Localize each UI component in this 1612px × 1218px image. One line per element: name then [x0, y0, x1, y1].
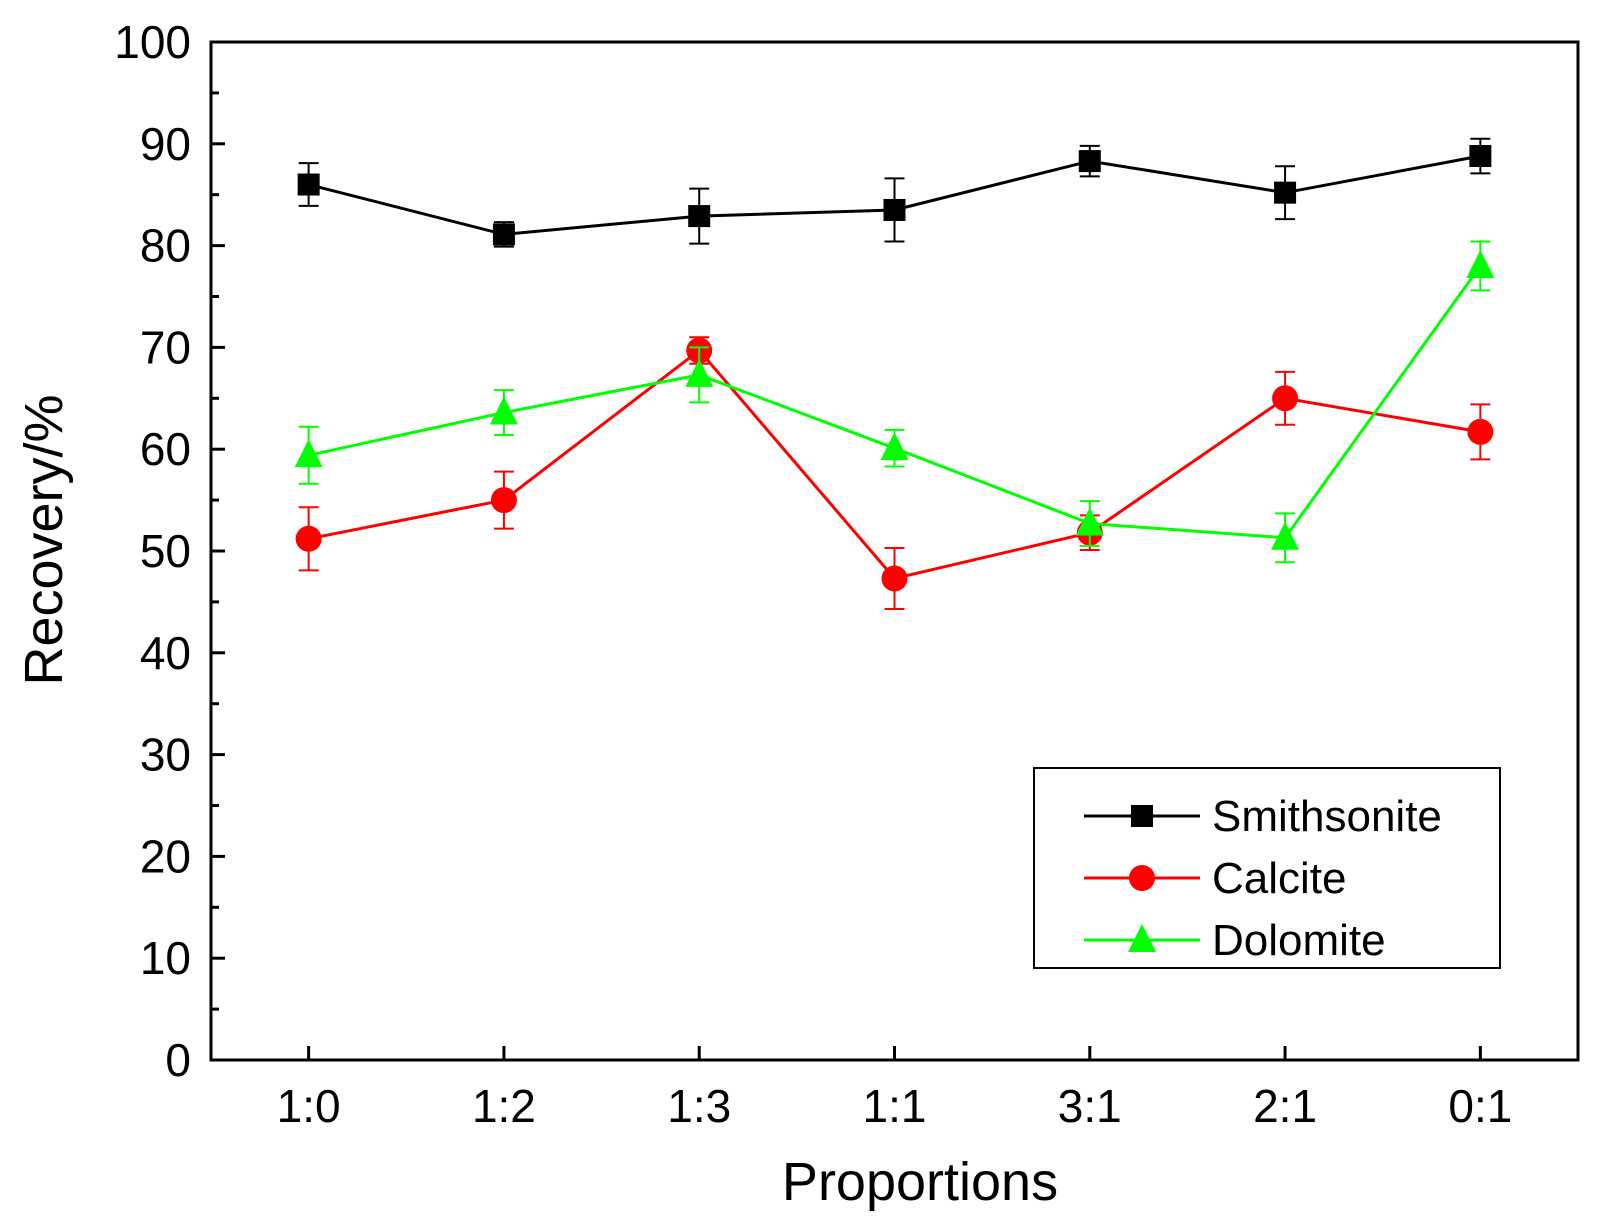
legend-item-dolomite: Dolomite — [1084, 916, 1386, 965]
point-calcite — [295, 525, 322, 552]
series-calcite — [295, 336, 1494, 611]
point-smithsonite — [883, 198, 906, 221]
x-tick-label: 1:0 — [277, 1080, 341, 1132]
point-dolomite — [294, 439, 323, 468]
legend-box — [1033, 767, 1501, 969]
point-dolomite — [1075, 507, 1104, 536]
x-tick-label: 0:1 — [1448, 1080, 1512, 1132]
x-tick-label: 1:3 — [667, 1080, 731, 1132]
point-dolomite — [1466, 249, 1495, 278]
y-tick-label: 100 — [114, 16, 191, 68]
legend-marker-calcite — [1129, 865, 1155, 891]
legend: Smithsonite Calcite Dolomite — [1033, 767, 1501, 969]
y-tick-label: 10 — [140, 932, 191, 984]
y-tick-label: 80 — [140, 220, 191, 272]
legend-label-smithsonite: Smithsonite — [1212, 792, 1442, 841]
point-calcite — [1467, 418, 1494, 445]
legend-marker-dolomite — [1128, 924, 1156, 952]
point-calcite — [1272, 385, 1299, 412]
y-tick-label: 30 — [140, 729, 191, 781]
x-tick-label: 2:1 — [1253, 1080, 1317, 1132]
y-tick-label: 40 — [140, 627, 191, 679]
y-axis-title: Recovery/% — [14, 394, 74, 685]
point-smithsonite — [492, 223, 515, 246]
point-dolomite — [685, 358, 714, 387]
point-dolomite — [880, 432, 909, 461]
axes: 0 10 20 30 40 50 60 70 80 90 100 1:0 1:2 1:3 1:1 3:1 2:1… — [114, 16, 1580, 1132]
y-tick-label: 0 — [165, 1034, 191, 1086]
legend-item-calcite: Calcite — [1084, 854, 1347, 903]
point-calcite — [881, 565, 908, 592]
point-calcite — [490, 487, 517, 514]
point-smithsonite — [1469, 145, 1492, 168]
legend-label-dolomite: Dolomite — [1212, 916, 1386, 965]
y-tick-label: 60 — [140, 423, 191, 475]
x-axis-title: Proportions — [782, 1152, 1058, 1212]
series-dolomite — [294, 240, 1495, 564]
point-dolomite — [1271, 521, 1300, 550]
y-tick-label: 20 — [140, 830, 191, 882]
x-tick-label: 1:2 — [472, 1080, 536, 1132]
legend-marker-smithsonite — [1131, 805, 1153, 827]
x-tick-label: 3:1 — [1058, 1080, 1122, 1132]
legend-label-calcite: Calcite — [1212, 854, 1347, 903]
legend-item-smithsonite: Smithsonite — [1084, 792, 1442, 841]
y-tick-label: 50 — [140, 525, 191, 577]
point-smithsonite — [297, 173, 320, 196]
point-smithsonite — [1078, 150, 1101, 173]
x-tick-label: 1:1 — [863, 1080, 927, 1132]
series-smithsonite — [297, 137, 1492, 248]
y-tick-label: 70 — [140, 321, 191, 373]
point-smithsonite — [1274, 181, 1297, 204]
y-tick-label: 90 — [140, 118, 191, 170]
point-smithsonite — [688, 205, 711, 228]
series-layer — [294, 137, 1495, 611]
point-dolomite — [489, 396, 518, 425]
